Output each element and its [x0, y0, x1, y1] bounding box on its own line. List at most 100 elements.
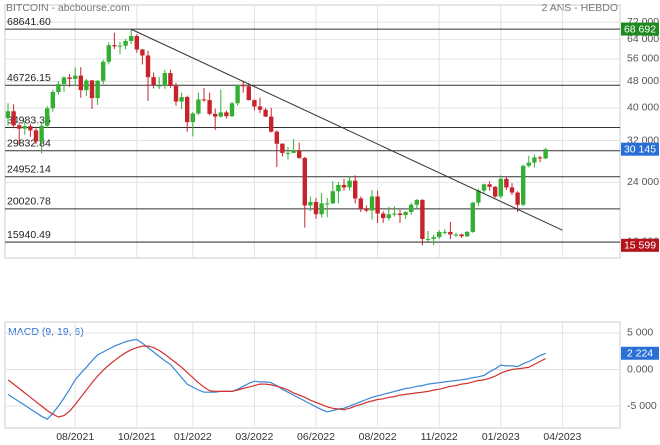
x-tick-label: 08/2022 — [359, 431, 397, 443]
candle-body — [39, 125, 44, 142]
candle-body — [297, 150, 302, 158]
candle-body — [145, 55, 151, 78]
candle-body — [330, 191, 335, 204]
level-label: 46726.15 — [7, 72, 51, 84]
candle-body — [33, 130, 39, 142]
candle-body — [437, 231, 442, 238]
candle-body — [392, 213, 397, 215]
candle-body — [229, 103, 235, 117]
price-marker — [621, 238, 659, 252]
candle-body — [280, 143, 285, 153]
candle-body — [481, 184, 487, 191]
candle-body — [269, 116, 274, 132]
price-marker — [621, 142, 659, 156]
candle-body — [224, 112, 229, 117]
candle-body — [425, 238, 431, 240]
level-label: 20020.78 — [7, 196, 51, 208]
x-tick-label: 08/2021 — [56, 431, 94, 443]
candle-body — [537, 157, 543, 159]
candle-body — [45, 108, 50, 126]
x-tick-label: 01/2022 — [174, 431, 212, 443]
candle-body — [134, 35, 139, 50]
candle-body — [364, 209, 369, 211]
candle-body — [381, 213, 386, 219]
trendline — [130, 28, 563, 231]
candle-body — [17, 125, 22, 129]
candle-body — [257, 106, 263, 110]
candle-body — [453, 234, 459, 236]
y-tick-label: 5 000 — [627, 327, 653, 339]
candle-body — [431, 237, 436, 239]
macd-legend: MACD (9, 19, 6) — [8, 326, 84, 338]
candle-body — [347, 180, 352, 188]
level-label: 34983.36 — [7, 114, 51, 126]
candle-body — [313, 201, 319, 215]
candle-body — [397, 213, 403, 216]
chart-title: BITCOIN - abcbourse.com — [6, 2, 130, 14]
y-tick-label: 0.000 — [627, 363, 653, 375]
candle-body — [302, 157, 307, 206]
candle-body — [5, 111, 11, 119]
candle-body — [241, 85, 246, 87]
candle-body — [123, 40, 128, 46]
candle-body — [28, 126, 33, 131]
macd-line — [7, 345, 546, 418]
level-label: 68641.60 — [7, 16, 51, 28]
candle-body — [218, 112, 223, 117]
macd-panel — [4, 321, 621, 429]
price-marker-label: 68 692 — [624, 23, 656, 35]
candle-body — [22, 126, 27, 129]
candle-body — [67, 77, 72, 79]
candle-body — [504, 178, 509, 188]
candle-body — [201, 99, 207, 101]
y-tick-label: 48 000 — [627, 75, 659, 87]
candle-body — [213, 113, 218, 117]
candle-body — [84, 80, 89, 91]
y-tick-label: 40 000 — [627, 102, 659, 114]
candle-body — [151, 77, 156, 86]
price-marker-label: 15 599 — [624, 240, 656, 252]
candle-body — [375, 196, 380, 214]
candle-body — [56, 84, 61, 93]
candle-body — [493, 186, 498, 197]
candle-body — [106, 45, 111, 62]
candle-body — [319, 203, 324, 215]
candle-body — [526, 162, 531, 166]
price-marker — [621, 346, 659, 360]
candle-body — [325, 203, 330, 205]
candle-body — [179, 97, 184, 102]
candle-body — [353, 180, 358, 199]
x-tick-label: 10/2021 — [118, 431, 156, 443]
candle-body — [358, 198, 363, 210]
candle-body — [173, 85, 179, 102]
candle-body — [207, 100, 212, 114]
x-tick-label: 06/2022 — [297, 431, 335, 443]
candle-body — [509, 187, 515, 193]
y-tick-label: -5 000 — [627, 400, 657, 412]
candle-body — [50, 92, 55, 109]
y-tick-label: 64 000 — [627, 33, 659, 45]
candle-body — [515, 192, 520, 205]
candle-body — [465, 231, 470, 237]
macd-line — [7, 338, 546, 420]
candle-body — [369, 196, 375, 211]
grid-layer — [5, 5, 620, 428]
candle-body — [263, 109, 268, 117]
candle-body — [308, 201, 313, 206]
candle-body — [341, 184, 347, 188]
candle-body — [336, 184, 341, 192]
level-label: 29832.84 — [7, 138, 51, 150]
level-label: 24952.14 — [7, 164, 51, 176]
candle-body — [291, 150, 296, 153]
candle-body — [157, 85, 162, 87]
candle-body — [11, 111, 16, 126]
candle-body — [162, 73, 167, 86]
candle-body — [285, 152, 291, 154]
price-marker-label: 2 224 — [627, 348, 653, 360]
candle-body — [89, 80, 95, 99]
candle-body — [459, 234, 464, 237]
candle-body — [543, 149, 548, 159]
candle-body — [420, 199, 425, 239]
candle-body — [414, 199, 419, 205]
